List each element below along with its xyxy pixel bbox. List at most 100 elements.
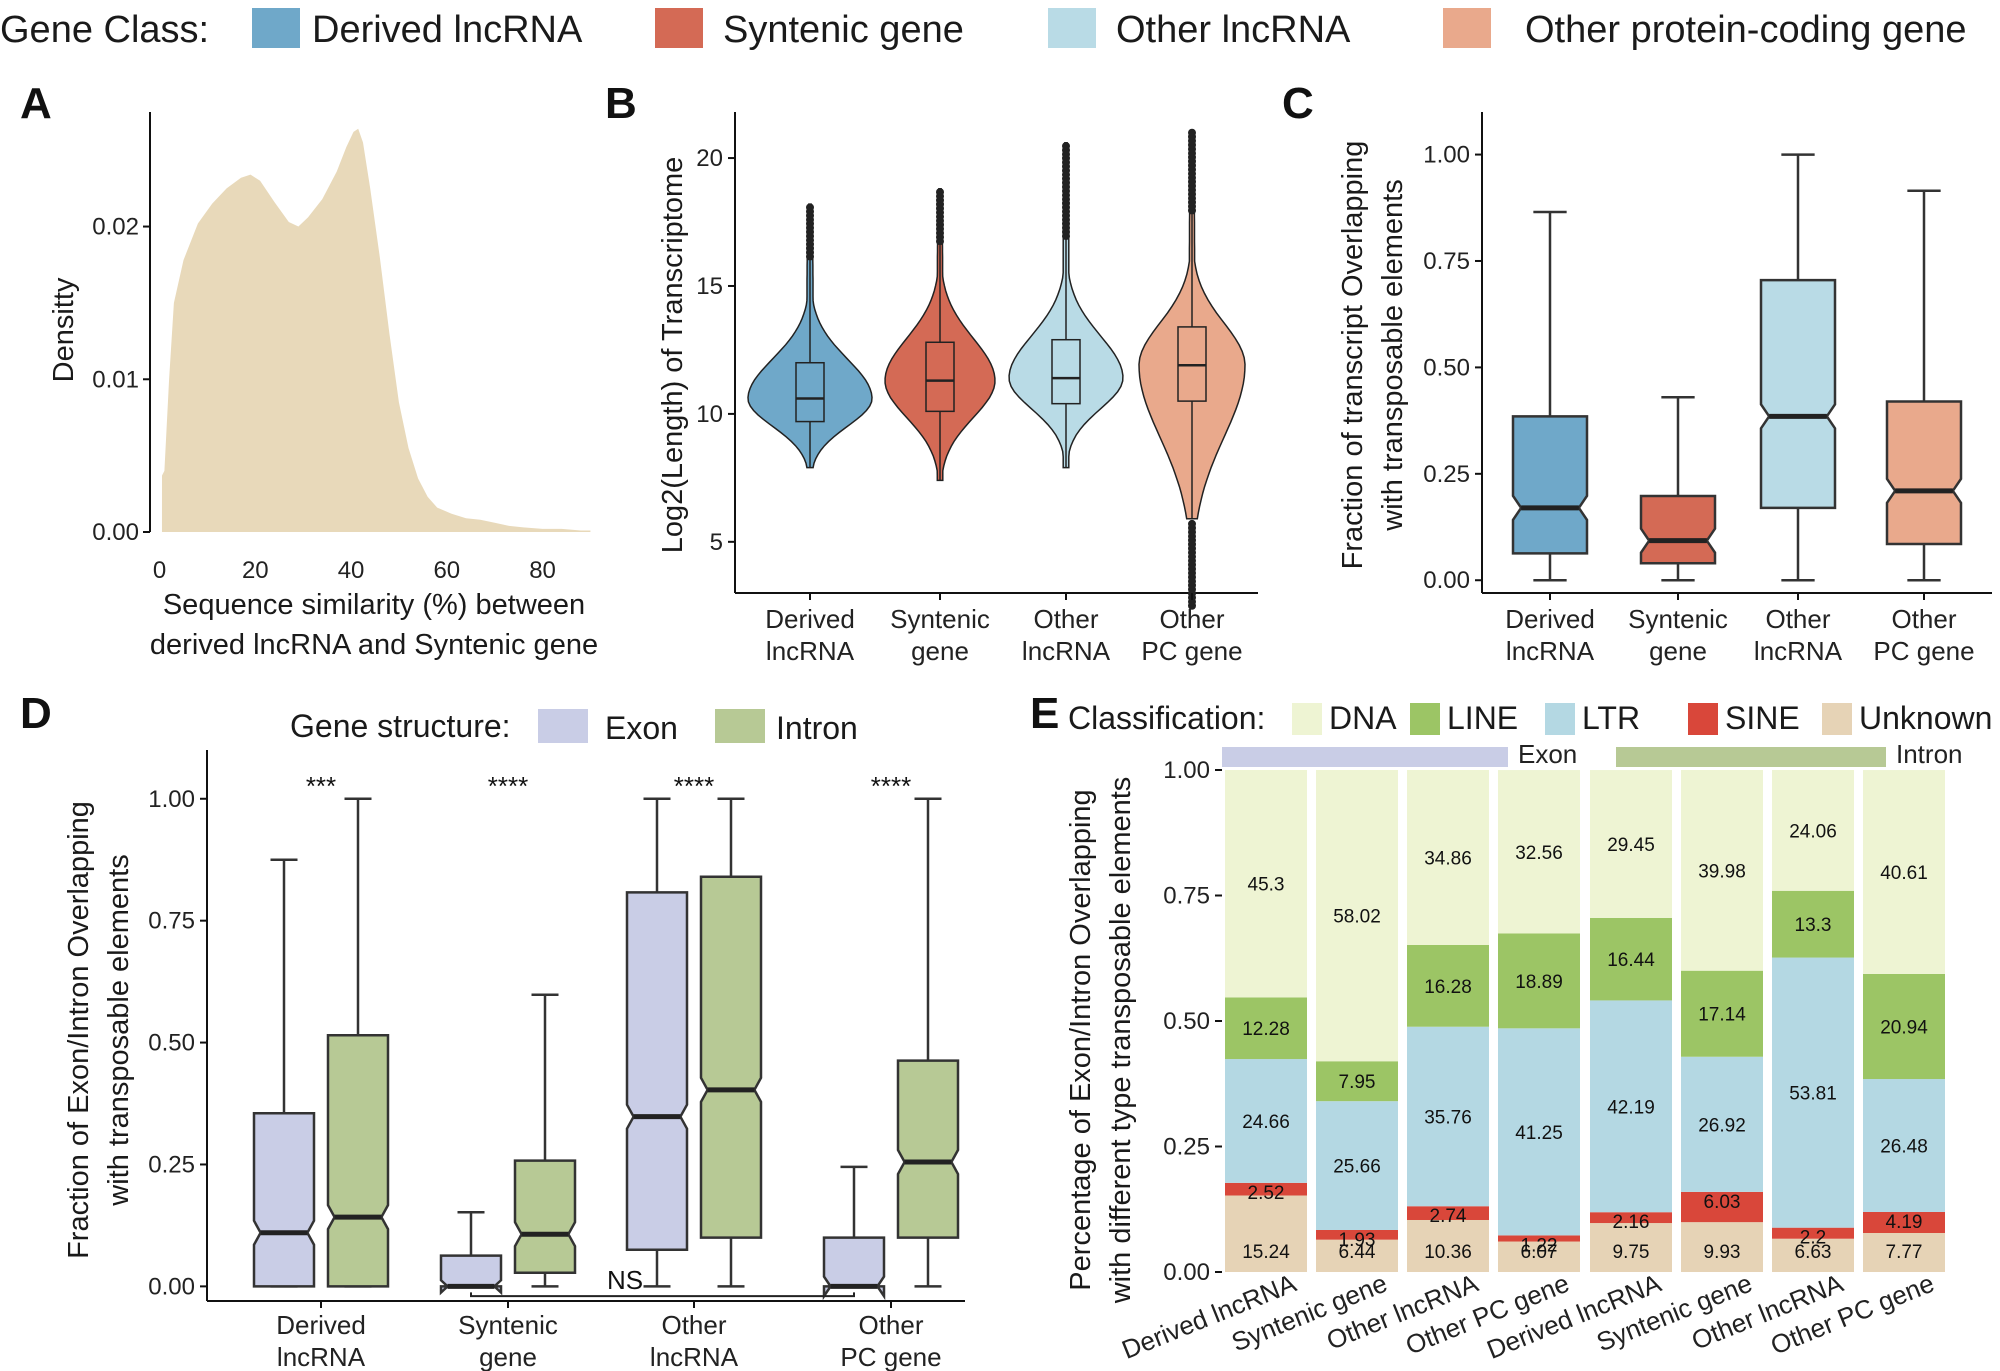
box: [1177, 326, 1207, 402]
value-label: 2.2: [1800, 1228, 1826, 1249]
value-label: 1.93: [1339, 1230, 1376, 1251]
panel-c-y-ticks: 0.00 0.25 0.50 0.75 1.00: [1423, 142, 1482, 594]
category-label: Syntenic: [1628, 604, 1728, 634]
y-tick-label: 10: [696, 401, 723, 428]
outlier-point: [1062, 142, 1070, 151]
category-label: Derived: [765, 604, 855, 634]
value-label: 10.36: [1424, 1242, 1472, 1263]
bar-segment-sine: [1225, 1182, 1307, 1196]
y-tick-label: 1.00: [1163, 757, 1210, 784]
panel-e: E Classification: DNA LINE LTR SINE Unknown …: [1030, 689, 1992, 1365]
value-label: 6.03: [1704, 1192, 1741, 1213]
panel-c-letter: C: [1282, 79, 1314, 128]
value-label: 53.81: [1789, 1084, 1837, 1105]
value-label: 2.16: [1613, 1212, 1650, 1233]
panel-c-categories: DerivedlncRNASyntenicgeneOtherlncRNAOthe…: [1505, 593, 1975, 666]
panel-e-letter: E: [1030, 689, 1059, 738]
bar-segment-sine: [1407, 1206, 1489, 1220]
gene-class-legend-title: Gene Class:: [0, 9, 209, 51]
bar-segment-dna: [1407, 770, 1489, 945]
legend-swatch-other-pc-gene: [1443, 8, 1491, 48]
box: [326, 1034, 390, 1288]
bar-segment-unknown: [1407, 1219, 1489, 1272]
legend-swatch-derived-lncrna: [252, 8, 300, 48]
category-label: Derived: [1505, 604, 1595, 634]
bar-segment-ltr: [1772, 957, 1854, 1228]
density-area: [161, 128, 591, 533]
legend-swatch-syntenic-gene: [655, 8, 703, 48]
panel-c-boxes: [1511, 153, 1963, 582]
value-label: 6.44: [1339, 1242, 1376, 1263]
y-tick-label: 0.00: [1423, 567, 1470, 594]
bar-segment-sine: [1316, 1229, 1398, 1240]
legend-swatch-ltr: [1545, 703, 1575, 735]
value-label: 7.95: [1339, 1072, 1376, 1093]
outlier-point: [806, 203, 814, 212]
bar-segment-ltr: [1863, 1079, 1945, 1212]
category-label: PC gene: [1141, 636, 1242, 666]
y-tick-label: 0.02: [92, 214, 139, 241]
panel-b-y-ticks: 5 10 15 20: [696, 145, 735, 556]
ns-label: NS: [607, 1265, 643, 1295]
panel-e-legend-title: Classification:: [1068, 700, 1265, 736]
outlier-point: [936, 188, 944, 197]
value-label: 2.52: [1248, 1183, 1285, 1204]
value-label: 26.48: [1880, 1136, 1928, 1157]
panel-d-boxes: [252, 797, 960, 1301]
box: [625, 891, 689, 1252]
bar-segment-ltr: [1407, 1026, 1489, 1207]
category-label: Syntenic: [458, 1310, 558, 1340]
box: [1511, 415, 1589, 555]
category-label: Derived: [276, 1310, 366, 1340]
bar-segment-unknown: [1681, 1222, 1763, 1272]
box: [439, 1254, 503, 1296]
bar-segment-unknown: [1863, 1232, 1945, 1272]
bar-segment-line: [1316, 1061, 1398, 1102]
legend-swatch-sine: [1688, 703, 1718, 735]
outlier-point: [1188, 128, 1196, 137]
category-label: lncRNA: [1506, 636, 1595, 666]
bar-segment-dna: [1590, 770, 1672, 918]
category-label: PC gene: [1873, 636, 1974, 666]
x-tick-label: 60: [433, 557, 460, 584]
box: [699, 875, 763, 1239]
y-tick-label: 0.25: [1423, 461, 1470, 488]
category-label: gene: [911, 636, 969, 666]
bar-segment-line: [1772, 890, 1854, 958]
significance-label: ****: [871, 771, 911, 801]
panel-d-y-ticks: 0.00 0.25 0.50 0.75 1.00: [148, 786, 207, 1300]
value-label: 41.25: [1515, 1123, 1563, 1144]
box: [1639, 494, 1717, 565]
bar-segment-line: [1225, 997, 1307, 1060]
bar-segment-dna: [1772, 770, 1854, 891]
bar-segment-ltr: [1590, 1000, 1672, 1213]
value-label: 40.61: [1880, 863, 1928, 884]
y-tick-label: 0.75: [148, 908, 195, 935]
panel-b-letter: B: [605, 79, 637, 128]
y-tick-label: 20: [696, 145, 723, 172]
box: [896, 1059, 960, 1239]
value-label: 24.06: [1789, 821, 1837, 842]
panel-c: C 0.000.250.500.751.00 DerivedlncRNASynt…: [1282, 79, 1992, 666]
panel-b-violins: [747, 128, 1246, 610]
box: [1051, 338, 1081, 405]
category-label: gene: [479, 1342, 537, 1371]
value-label: 18.89: [1515, 972, 1563, 993]
category-label: Syntenic: [890, 604, 990, 634]
panel-d-legend-swatch-exon: [538, 709, 588, 743]
panel-d-y-label-line2: with transposable elements: [103, 854, 135, 1206]
y-tick-label: 0.00: [92, 519, 139, 546]
bar-segment-line: [1407, 944, 1489, 1027]
category-label: Other: [1765, 604, 1830, 634]
bar-segment-sine: [1681, 1191, 1763, 1223]
value-label: 17.14: [1698, 1005, 1746, 1026]
value-label: 20.94: [1880, 1017, 1928, 1038]
significance-label: ****: [488, 771, 528, 801]
panel-c-y-label-line1: Fraction of transcript Overlapping: [1337, 141, 1369, 570]
facet-strip-intron: [1616, 747, 1886, 767]
category-label: lncRNA: [277, 1342, 366, 1371]
legend-swatch-dna: [1292, 703, 1322, 735]
x-tick-label: 0: [153, 557, 166, 584]
